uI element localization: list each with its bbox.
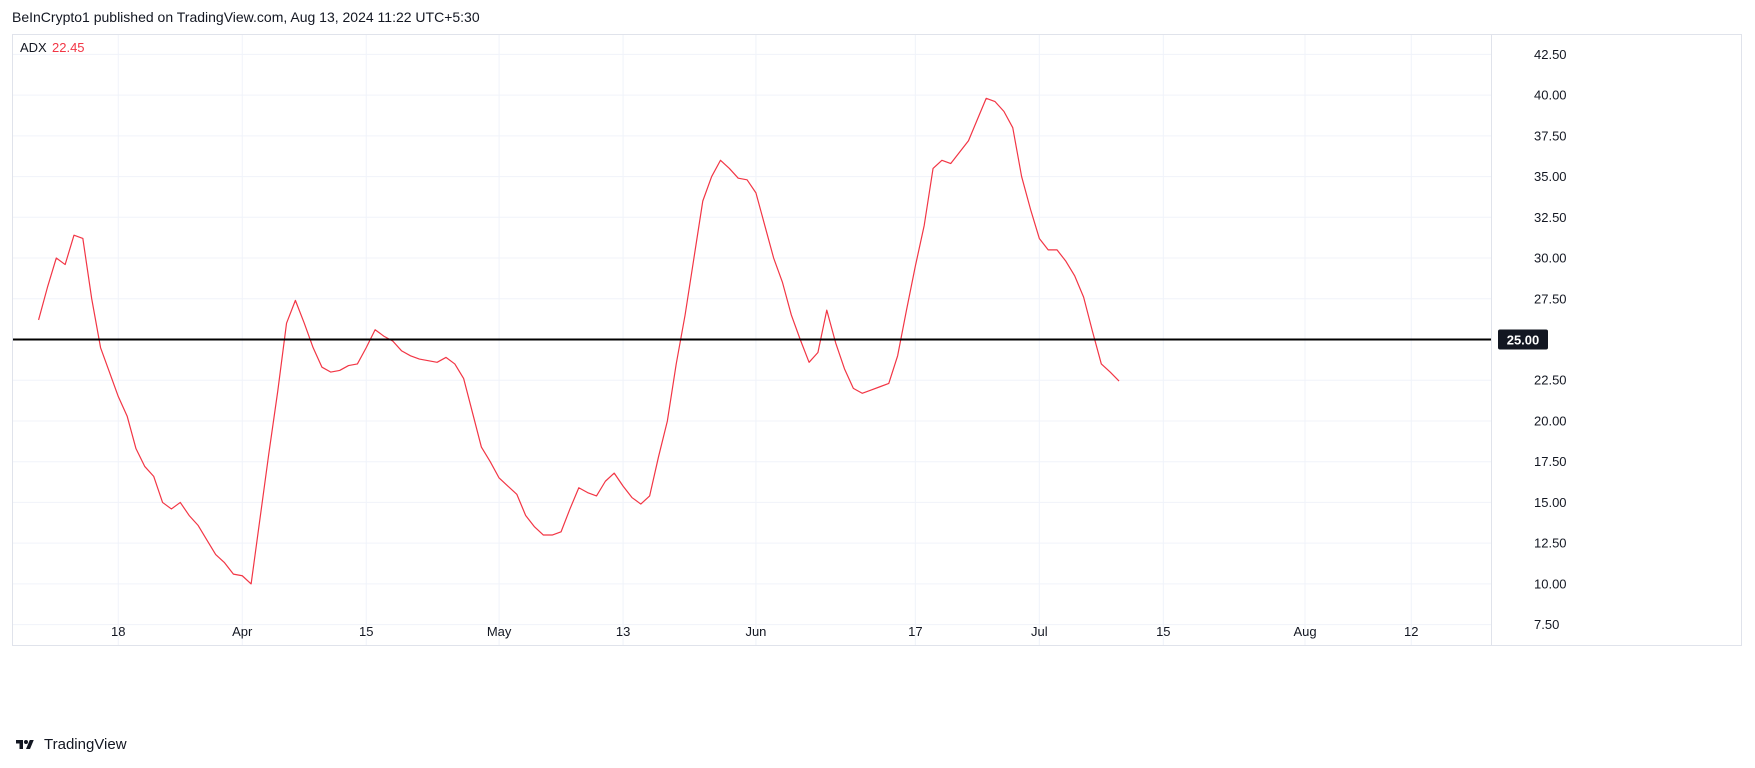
level-layer: 25.00 (13, 329, 1548, 350)
x-tick-label: Jun (745, 624, 766, 639)
y-tick-label: 40.00 (1534, 88, 1567, 103)
x-tick-label: Jul (1031, 624, 1048, 639)
y-axis: 7.50 10.00 12.50 15.00 17.50 20.00 22.50 27.50 3… (1534, 47, 1567, 632)
level-badge (1498, 329, 1548, 350)
x-tick-label: 18 (111, 624, 125, 639)
y-tick-label: 12.50 (1534, 536, 1567, 551)
y-tick-label: 17.50 (1534, 454, 1567, 469)
y-tick-label: 20.00 (1534, 413, 1567, 428)
x-axis: 18 Apr 15 May 13 Jun 17 Jul 15 Aug 12 (111, 624, 1418, 639)
y-tick-label: 37.50 (1534, 128, 1567, 143)
legend-value: 22.45 (52, 40, 85, 55)
x-tick-label: 12 (1404, 624, 1418, 639)
footer: TradingView (12, 736, 127, 753)
y-tick-label: 32.50 (1534, 210, 1567, 225)
legend-name: ADX (20, 40, 47, 55)
y-tick-label: 22.50 (1534, 373, 1567, 388)
y-tick-label: 30.00 (1534, 251, 1567, 266)
x-tick-label: 15 (359, 624, 373, 639)
x-tick-label: 15 (1156, 624, 1170, 639)
x-tick-label: 13 (616, 624, 630, 639)
published-caption: BeInCrypto1 published on TradingView.com… (12, 9, 480, 25)
y-tick-label: 27.50 (1534, 291, 1567, 306)
y-tick-label: 10.00 (1534, 576, 1567, 591)
legend: ADX 22.45 (20, 40, 85, 55)
x-tick-label: 17 (908, 624, 922, 639)
footer-brand: TradingView (44, 736, 127, 753)
x-tick-label: May (487, 624, 512, 639)
x-tick-label: Aug (1293, 624, 1316, 639)
adx-series-line (37, 97, 1120, 585)
chart-frame: 25.00 7.50 10.00 12.50 15.00 17.50 20.00 22.50… (12, 34, 1742, 723)
y-tick-label: 35.00 (1534, 169, 1567, 184)
adx-chart[interactable]: 25.00 7.50 10.00 12.50 15.00 17.50 20.00 22.50… (12, 34, 1742, 723)
x-tick-label: Apr (232, 624, 253, 639)
y-tick-label: 7.50 (1534, 617, 1559, 632)
y-tick-label: 42.50 (1534, 47, 1567, 62)
y-tick-label: 15.00 (1534, 495, 1567, 510)
series-layer (37, 97, 1120, 585)
tradingview-logo-icon (16, 739, 34, 749)
level-badge-label: 25.00 (1507, 333, 1540, 348)
